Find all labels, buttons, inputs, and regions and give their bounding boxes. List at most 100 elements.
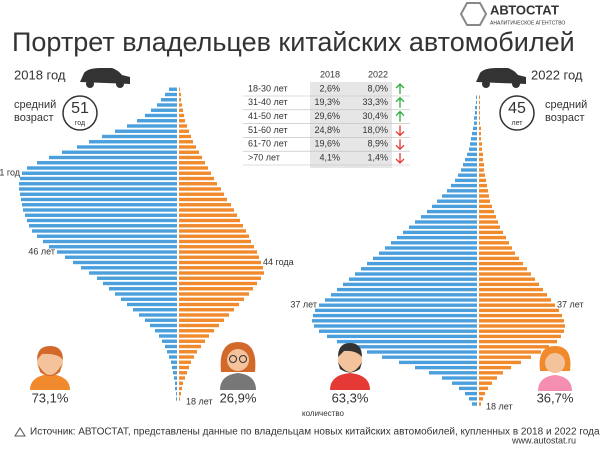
bar — [315, 308, 477, 313]
avg-circle — [499, 95, 535, 131]
logo-subtext: АНАЛИТИЧЕСКОЕ АГЕНТСТВО — [490, 20, 565, 26]
bar — [179, 318, 224, 322]
bar — [479, 121, 480, 125]
bar — [179, 197, 227, 202]
bar — [49, 245, 177, 249]
bar — [145, 318, 177, 322]
bar — [337, 339, 477, 344]
age-label: 44 года — [263, 257, 294, 267]
bar — [171, 360, 177, 364]
bar — [473, 126, 477, 131]
bar — [479, 277, 535, 281]
cell: 8,0% — [367, 83, 388, 93]
bar — [102, 134, 177, 139]
bar — [103, 281, 177, 286]
bar — [327, 334, 477, 339]
bar — [349, 277, 477, 281]
bar — [137, 119, 177, 123]
bar — [479, 402, 481, 406]
bar — [176, 397, 177, 401]
bar — [179, 386, 182, 391]
year-left: 2018 год — [14, 67, 66, 82]
bar — [479, 126, 481, 131]
bar — [459, 386, 477, 391]
cell: 33,3% — [362, 97, 388, 107]
bar — [409, 225, 477, 229]
logo-text: АВТОСТАТ — [490, 2, 559, 17]
bar — [179, 234, 249, 238]
bar — [479, 220, 498, 224]
bar — [179, 218, 240, 223]
bar — [479, 334, 561, 339]
bar — [479, 209, 494, 214]
bar — [179, 365, 189, 370]
cell: 61-70 лет — [248, 139, 288, 149]
bar — [19, 187, 177, 191]
col-bg — [310, 82, 392, 168]
bar — [172, 365, 177, 370]
bar — [397, 235, 477, 240]
source: Источник: АВТОСТАТ, представлены данные … — [30, 426, 600, 438]
cell: 31-40 лет — [248, 97, 288, 107]
bar — [355, 272, 477, 276]
trend-arrow — [395, 110, 405, 122]
bar — [179, 92, 181, 97]
age-label: 61 год — [0, 168, 21, 178]
bar — [81, 266, 177, 270]
bar — [442, 194, 477, 198]
bar — [97, 276, 177, 280]
bar — [455, 178, 477, 183]
bar — [179, 339, 205, 343]
bar — [373, 256, 477, 261]
bar — [179, 392, 181, 396]
url: www.autostat.ru — [511, 435, 576, 445]
bar — [179, 192, 224, 196]
axis-label: количество — [302, 409, 344, 418]
car-left — [80, 68, 130, 84]
bar — [77, 145, 177, 149]
bar — [179, 108, 183, 112]
bar — [475, 111, 477, 115]
trend-arrow — [395, 125, 405, 137]
bar — [479, 95, 480, 99]
bar — [179, 255, 259, 259]
bar — [399, 360, 477, 365]
bar — [179, 287, 253, 291]
logo-icon — [459, 2, 488, 26]
bar — [479, 142, 482, 146]
bar — [415, 220, 477, 224]
cell: 30,4% — [362, 111, 388, 121]
bar — [89, 140, 177, 144]
bar — [314, 324, 477, 328]
bar — [463, 163, 477, 167]
car-right — [476, 68, 526, 84]
bar — [179, 266, 263, 270]
bar — [65, 255, 177, 259]
title: Портрет владельцев китайских автомобилей — [12, 27, 575, 57]
bar — [179, 292, 249, 296]
bar — [442, 376, 477, 380]
bar — [174, 376, 177, 380]
bar — [150, 323, 177, 328]
bar — [451, 183, 477, 188]
bar — [479, 267, 527, 271]
bar — [475, 105, 477, 110]
bar — [179, 350, 197, 354]
bar — [179, 208, 234, 212]
bar — [479, 173, 485, 177]
bar — [479, 319, 564, 323]
bar — [179, 87, 180, 91]
bar — [361, 267, 477, 271]
bar — [479, 365, 511, 370]
bar — [23, 208, 177, 212]
bar — [331, 293, 477, 297]
bar — [472, 402, 477, 406]
bar — [157, 103, 177, 107]
bar — [179, 166, 208, 170]
bar — [179, 124, 187, 128]
age-label: 46 лет — [28, 246, 55, 256]
bar — [179, 187, 221, 191]
bar — [479, 111, 480, 115]
bar — [479, 350, 541, 354]
